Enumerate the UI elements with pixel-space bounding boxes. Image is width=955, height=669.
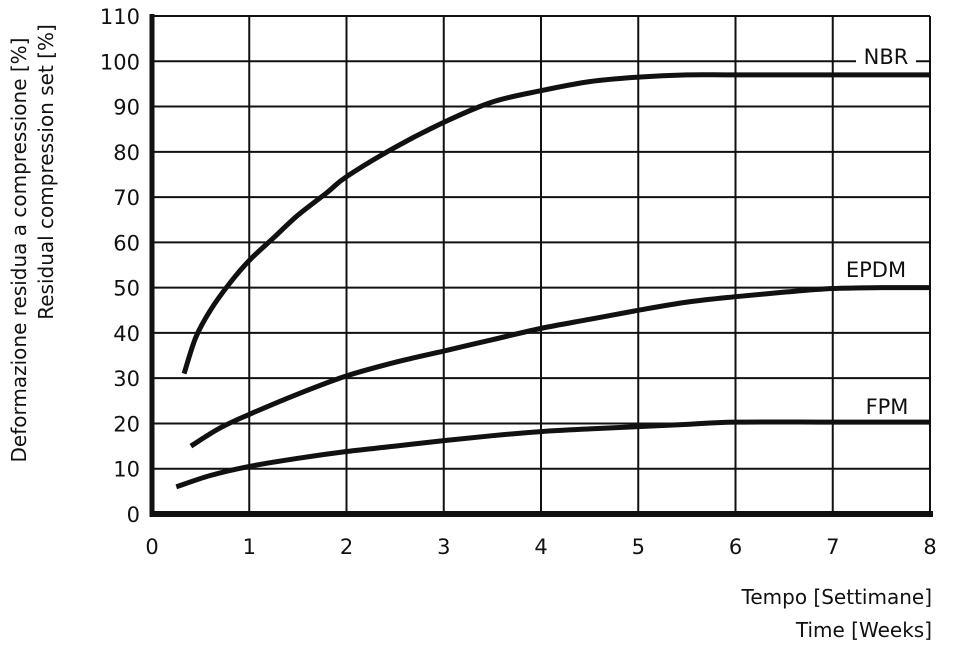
x-tick-label: 0 bbox=[145, 535, 158, 559]
y-tick-label: 0 bbox=[127, 503, 140, 527]
y-tick-label: 10 bbox=[113, 458, 140, 482]
x-tick-label: 8 bbox=[923, 535, 936, 559]
series-lines bbox=[175, 72, 931, 490]
x-tick-label: 6 bbox=[729, 535, 742, 559]
series-label-nbr: NBR bbox=[864, 45, 909, 69]
x-axis-title-line2: Time [Weeks] bbox=[795, 618, 932, 642]
tick-labels: 0 10 20 30 40 50 60 70 80 90 100 110 0 1 2 3 4 5 6 7 8 bbox=[100, 5, 937, 559]
y-tick-label: 80 bbox=[113, 141, 140, 165]
y-tick-label: 20 bbox=[113, 412, 140, 436]
series-label-fpm: FPM bbox=[866, 395, 909, 419]
series-label-background bbox=[856, 44, 916, 70]
series-line-fpm bbox=[175, 419, 930, 490]
y-tick-label: 50 bbox=[113, 277, 140, 301]
series-label-epdm: EPDM bbox=[846, 258, 906, 282]
axes bbox=[149, 14, 933, 517]
y-tick-label: 40 bbox=[113, 322, 140, 346]
x-tick-label: 2 bbox=[340, 535, 353, 559]
y-axis-title-line2: Residual compression set [%] bbox=[34, 24, 58, 320]
x-tick-label: 4 bbox=[534, 535, 547, 559]
x-tick-label: 7 bbox=[826, 535, 839, 559]
series-line-nbr bbox=[181, 72, 930, 375]
y-tick-label: 60 bbox=[113, 231, 140, 255]
series-labels: NBR EPDM FPM bbox=[846, 44, 916, 419]
series-line-epdm bbox=[189, 285, 931, 449]
x-tick-label: 3 bbox=[437, 535, 450, 559]
x-tick-label: 1 bbox=[243, 535, 256, 559]
y-tick-label: 30 bbox=[113, 367, 140, 391]
y-tick-label: 90 bbox=[113, 96, 140, 120]
y-tick-label: 110 bbox=[100, 5, 140, 29]
y-tick-label: 70 bbox=[113, 186, 140, 210]
x-axis-title-line1: Tempo [Settimane] bbox=[741, 585, 932, 609]
y-tick-label: 100 bbox=[100, 50, 140, 74]
x-tick-label: 5 bbox=[632, 535, 645, 559]
y-axis-title-line1: Deformazione residua a compressione [%] bbox=[7, 38, 31, 463]
grid bbox=[152, 15, 931, 514]
